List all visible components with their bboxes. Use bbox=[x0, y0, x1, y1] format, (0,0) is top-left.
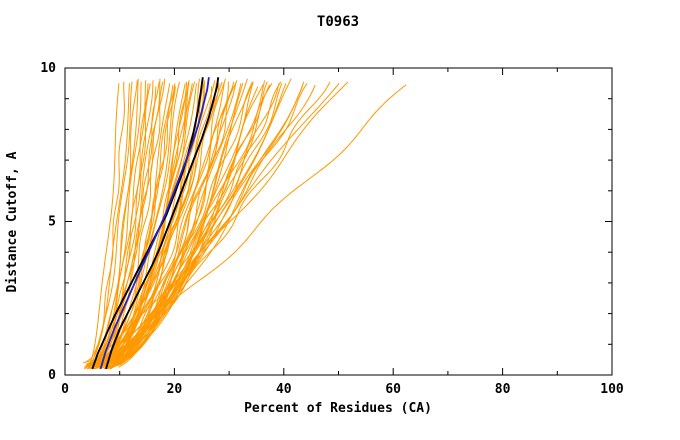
model-curve bbox=[95, 80, 238, 367]
model-curve bbox=[84, 81, 125, 364]
model-curve bbox=[109, 83, 287, 370]
y-tick-label: 5 bbox=[48, 215, 56, 230]
highlighted-curve bbox=[105, 77, 220, 370]
model-curve bbox=[118, 81, 305, 368]
x-tick-label: 80 bbox=[495, 382, 511, 397]
x-tick-label: 20 bbox=[167, 382, 183, 397]
model-curve bbox=[90, 81, 164, 364]
model-curve bbox=[105, 83, 308, 365]
model-curve bbox=[98, 83, 253, 365]
x-axis-label: Percent of Residues (CA) bbox=[244, 401, 432, 416]
model-curve bbox=[92, 83, 171, 370]
model-curve bbox=[87, 81, 142, 368]
model-curve bbox=[88, 80, 154, 367]
model-curve bbox=[112, 83, 280, 365]
model-curve bbox=[101, 81, 268, 364]
y-axis-label: Distance Cutoff, A bbox=[5, 151, 20, 292]
model-curve bbox=[94, 83, 176, 370]
x-tick-label: 60 bbox=[385, 382, 401, 397]
y-tick-label: 10 bbox=[40, 61, 56, 76]
model-curve bbox=[107, 83, 193, 370]
curves-layer bbox=[82, 77, 407, 370]
model-curve bbox=[97, 86, 157, 368]
model-curve bbox=[90, 81, 160, 364]
x-tick-label: 0 bbox=[61, 382, 69, 397]
model-curve bbox=[85, 81, 133, 368]
model-curve bbox=[93, 81, 180, 368]
model-curve bbox=[85, 80, 138, 367]
model-curve bbox=[94, 78, 226, 365]
model-curve bbox=[113, 81, 205, 364]
x-tick-label: 100 bbox=[600, 382, 624, 397]
chart-title: T0963 bbox=[317, 14, 359, 30]
y-tick-label: 0 bbox=[48, 368, 56, 383]
best-model-curve bbox=[99, 77, 210, 370]
model-curve bbox=[84, 83, 120, 370]
model-curve bbox=[109, 81, 237, 368]
x-tick-label: 40 bbox=[276, 382, 292, 397]
model-curve bbox=[103, 86, 176, 364]
model-curve bbox=[100, 86, 234, 364]
axes-layer: 0 20 40 60 80 100 0 5 10 bbox=[40, 61, 624, 397]
